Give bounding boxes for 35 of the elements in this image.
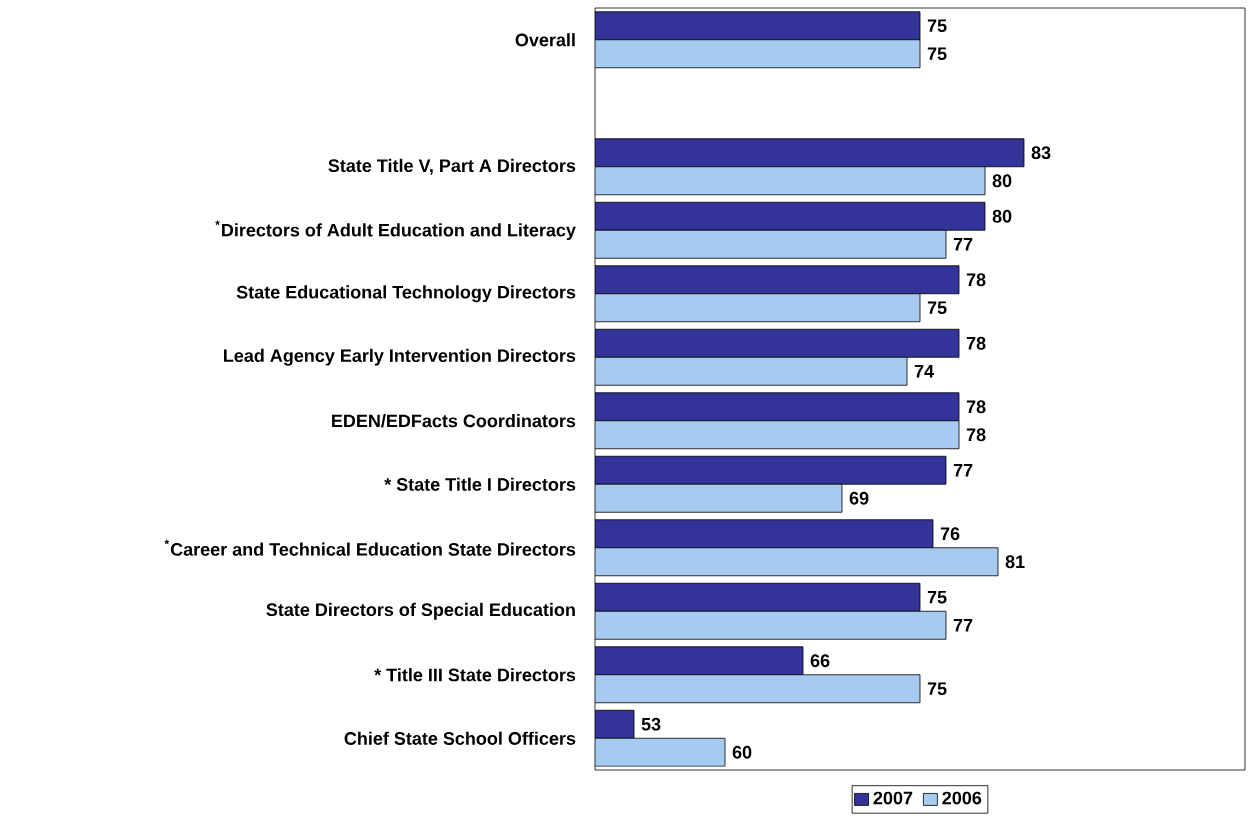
data-label: 80 [992, 209, 1012, 223]
data-label: 78 [966, 400, 986, 414]
data-label: 53 [641, 717, 661, 731]
data-label: 75 [927, 301, 947, 315]
data-label: 69 [849, 491, 869, 505]
legend-label: 2006 [942, 791, 982, 805]
data-label: 81 [1005, 555, 1025, 569]
y-tick-label: Lead Agency Early Intervention Directors [224, 348, 576, 366]
y-tick-label: State Directors of Special Education [266, 602, 575, 620]
data-label: 77 [953, 464, 973, 477]
data-label: 78 [966, 336, 986, 350]
y-tick-label: Chief State School Officers [344, 731, 576, 745]
y-tick-label: $^{*}$Directors of Adult Education and Literacy [215, 220, 576, 241]
data-label: 75 [927, 682, 947, 696]
data-label: 74 [914, 365, 934, 378]
data-label: 66 [810, 654, 830, 668]
data-label: 77 [953, 619, 973, 632]
data-label: 75 [927, 47, 947, 61]
y-tick-label: EDEN/EDFacts Coordinators [332, 414, 576, 428]
data-label: 75 [927, 19, 947, 33]
data-label: 60 [732, 745, 752, 759]
data-label: 76 [940, 527, 960, 541]
data-label: 78 [966, 428, 986, 442]
data-label: 83 [1031, 146, 1051, 160]
y-tick-label: $^{*}$Career and Technical Education State Directors [164, 539, 576, 556]
y-tick-label: State Educational Technology Directors [236, 285, 576, 303]
data-label: 80 [992, 174, 1012, 188]
y-tick-label: Overall [515, 33, 575, 47]
y-tick-label: State Title V, Part A Directors [328, 158, 576, 175]
y-tick-label: * State Title I Directors [384, 477, 576, 491]
legend-label: 2007 [873, 791, 913, 805]
data-label: 77 [953, 238, 973, 251]
data-label: 75 [927, 590, 947, 604]
y-tick-label: * Title III State Directors [374, 668, 576, 682]
data-label: 78 [966, 273, 986, 287]
